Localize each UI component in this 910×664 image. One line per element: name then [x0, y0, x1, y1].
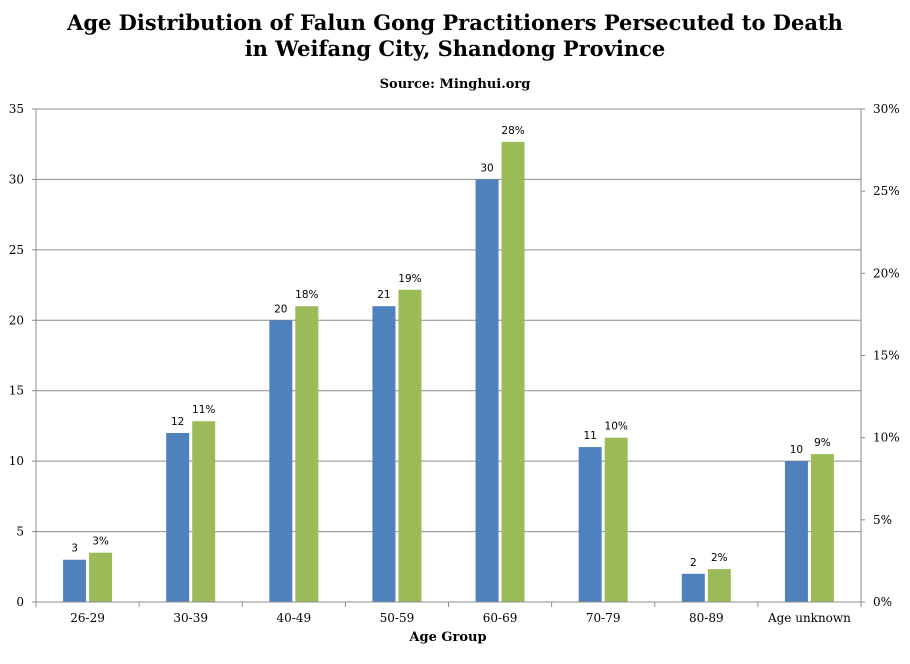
y2-axis-tick-label: 25%: [873, 184, 900, 198]
chart-subtitle: Source: Minghui.org: [379, 77, 531, 92]
data-label-series-2: 19%: [398, 273, 421, 285]
chart-title-line2: in Weifang City, Shandong Province: [244, 36, 666, 61]
y-axis-tick-label: 35: [9, 102, 24, 116]
data-label-series-2: 18%: [295, 289, 318, 301]
y2-axis-tick-label: 15%: [873, 349, 900, 363]
data-label-series-2: 2%: [711, 552, 728, 564]
y-axis-tick-label: 0: [16, 595, 24, 609]
y2-axis-tick-label: 30%: [873, 102, 900, 116]
data-labels: 3 3% 12 11% 20 18% 21 19% 30 28% 11 10% 2 2% 10 9%: [71, 125, 831, 569]
x-axis-tick-label: 60-69: [483, 611, 518, 625]
bars: [63, 141, 834, 602]
y-axis-tick-label: 30: [9, 172, 24, 186]
bar-series-2: [707, 569, 731, 602]
y-axis-tick-label: 10: [9, 454, 24, 468]
bar-series-2: [398, 289, 422, 602]
data-label-series-1: 3: [71, 543, 78, 555]
data-label-series-1: 12: [171, 416, 184, 428]
bar-series-2: [604, 437, 628, 602]
x-axis-tick-label: 26-29: [70, 611, 105, 625]
bar-series-1: [372, 306, 396, 602]
x-axis-tick-label: 30-39: [173, 611, 208, 625]
x-axis-tick-label: 70-79: [586, 611, 621, 625]
bar-series-2: [192, 421, 216, 602]
bar-series-1: [578, 447, 602, 602]
data-label-series-1: 2: [690, 557, 697, 569]
bar-series-1: [681, 573, 705, 602]
chart-title: Age Distribution of Falun Gong Practitio…: [0, 10, 910, 62]
data-label-series-1: 20: [274, 303, 287, 315]
data-label-series-1: 11: [584, 430, 597, 442]
y2-axis-tick-label: 10%: [873, 431, 900, 445]
y2-axis-tick-label: 20%: [873, 266, 900, 280]
bar-series-2: [89, 552, 113, 602]
data-label-series-2: 11%: [192, 404, 215, 416]
x-axis-tick-label: 40-49: [277, 611, 312, 625]
bar-series-2: [810, 454, 834, 602]
y-axis-tick-label: 15: [9, 384, 24, 398]
data-label-series-2: 28%: [501, 125, 524, 137]
bar-series-2: [501, 141, 525, 602]
gridlines: [36, 108, 861, 533]
y2-axis-tick-label: 0%: [873, 595, 892, 609]
y-axis-tick-label: 25: [9, 243, 24, 257]
bar-series-2: [295, 306, 319, 602]
x-axis-tick-label: Age unknown: [767, 611, 851, 625]
y-axis-tick-label: 5: [16, 525, 24, 539]
chart-title-line1: Age Distribution of Falun Gong Practitio…: [67, 10, 843, 35]
bar-series-1: [475, 179, 499, 602]
x-axis-label: Age Group: [408, 630, 486, 645]
data-label-series-1: 21: [377, 289, 390, 301]
data-label-series-2: 10%: [605, 421, 628, 433]
x-axis-tick-label: 50-59: [380, 611, 415, 625]
data-label-series-1: 10: [790, 444, 803, 456]
data-label-series-1: 30: [480, 162, 493, 174]
data-label-series-2: 3%: [92, 536, 109, 548]
axes: 0 5 10 15 20 25 30 35 0% 5% 10% 15% 20% 25% 30% 26-29 30…: [9, 102, 900, 625]
data-label-series-2: 9%: [814, 437, 831, 449]
bar-series-1: [784, 461, 808, 602]
y2-axis-tick-label: 5%: [873, 513, 892, 527]
y-axis-tick-label: 20: [9, 313, 24, 327]
bar-series-1: [269, 320, 293, 602]
bar-series-1: [166, 432, 190, 602]
bar-series-1: [63, 559, 87, 602]
x-axis-tick-label: 80-89: [689, 611, 724, 625]
